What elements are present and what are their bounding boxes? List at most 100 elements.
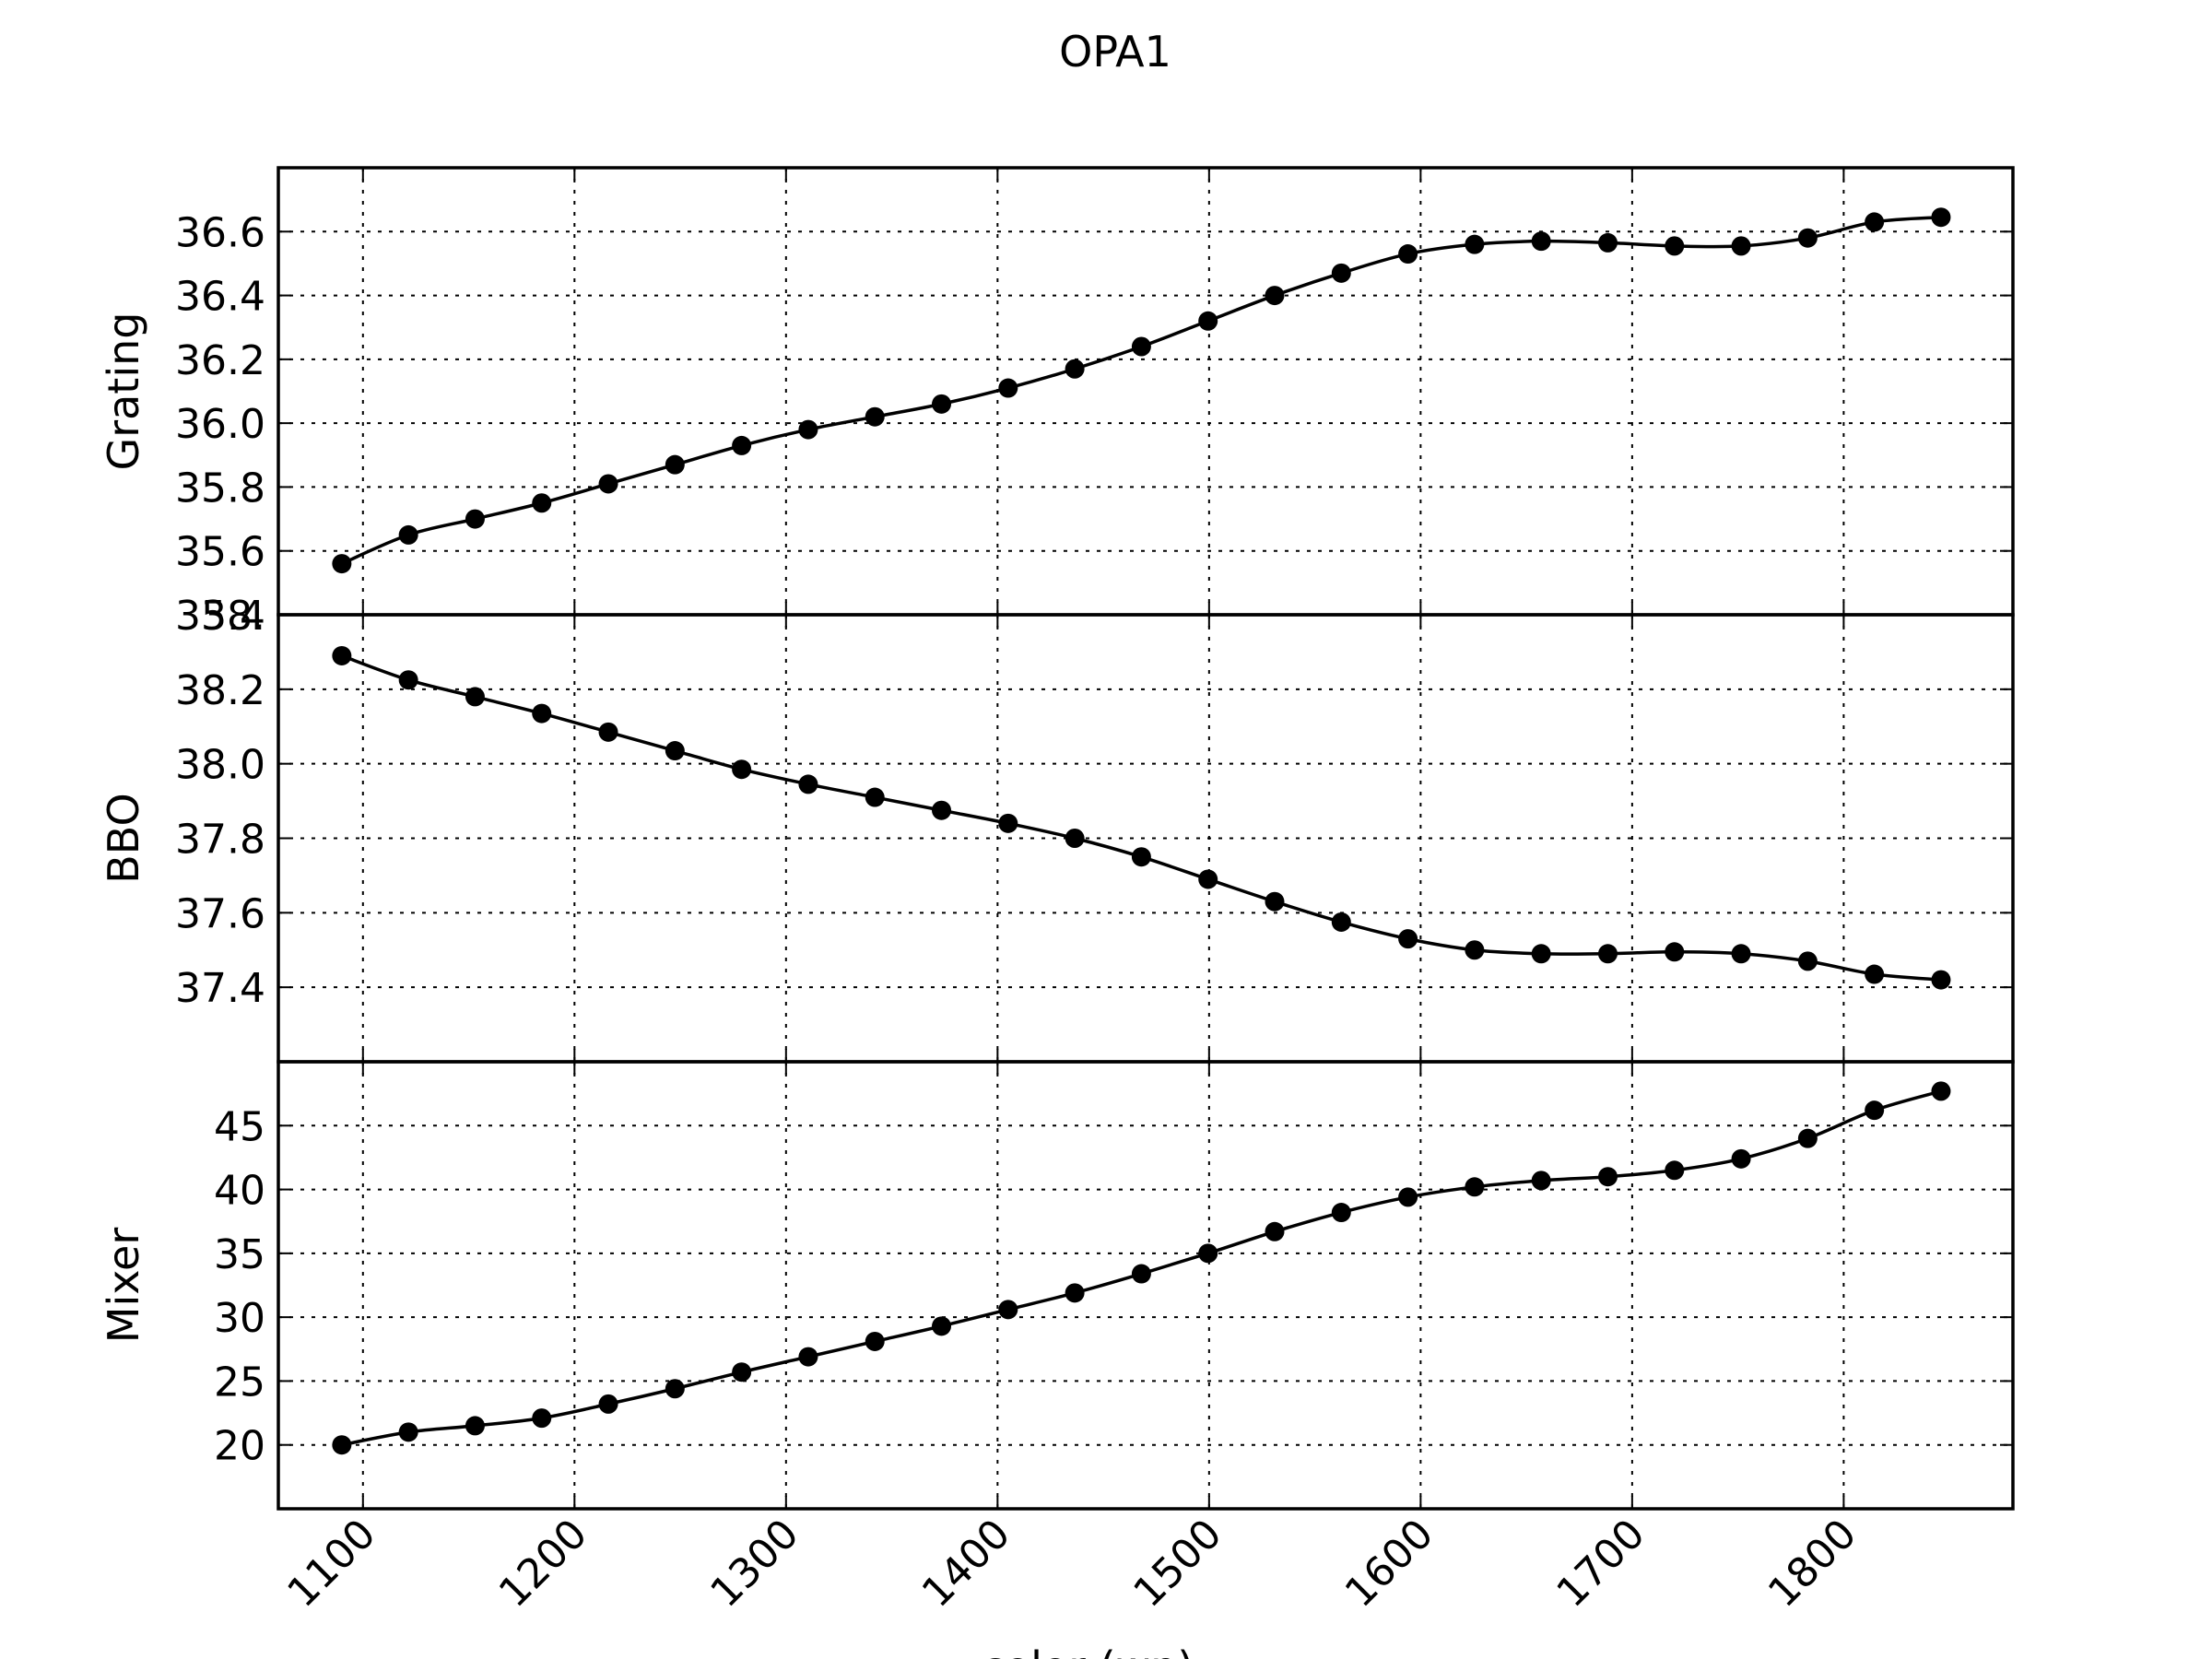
data-point bbox=[1398, 929, 1418, 949]
data-point bbox=[1597, 1167, 1618, 1187]
data-point bbox=[1865, 964, 1885, 984]
data-point bbox=[1665, 1160, 1685, 1181]
data-point bbox=[532, 493, 552, 513]
y-tick-label: 37.8 bbox=[175, 817, 265, 864]
y-tick-label: 20 bbox=[214, 1423, 265, 1470]
data-point bbox=[465, 509, 485, 529]
data-point bbox=[1331, 912, 1351, 932]
data-point bbox=[798, 419, 818, 440]
x-tick-label: 1600 bbox=[1336, 1511, 1442, 1617]
data-point bbox=[1597, 232, 1618, 253]
data-point bbox=[798, 1347, 818, 1367]
y-axis-title: Mixer bbox=[99, 1228, 148, 1344]
data-point bbox=[1198, 1243, 1218, 1264]
x-tick-label: 1400 bbox=[913, 1511, 1019, 1617]
data-point bbox=[932, 800, 952, 820]
data-point bbox=[1865, 212, 1885, 232]
data-point bbox=[398, 670, 418, 690]
data-point bbox=[998, 378, 1018, 398]
data-point bbox=[1665, 236, 1685, 256]
data-point bbox=[798, 774, 818, 794]
data-point bbox=[865, 787, 885, 807]
y-tick-label: 37.6 bbox=[175, 890, 265, 937]
y-tick-label: 35.8 bbox=[175, 465, 265, 512]
data-point bbox=[1797, 1128, 1818, 1148]
data-point bbox=[1731, 236, 1751, 256]
panels: 35.435.635.836.036.236.436.6Grating37.43… bbox=[99, 166, 2015, 1511]
data-point bbox=[1398, 244, 1418, 265]
data-point bbox=[732, 759, 752, 780]
data-point bbox=[1065, 359, 1085, 379]
y-tick-label: 36.0 bbox=[175, 401, 265, 448]
data-point bbox=[1531, 944, 1551, 964]
data-point bbox=[1465, 940, 1485, 960]
data-point bbox=[1265, 1221, 1285, 1241]
data-point bbox=[732, 1362, 752, 1382]
x-tick-label: 1700 bbox=[1547, 1511, 1653, 1617]
series-line bbox=[341, 215, 1942, 566]
data-point bbox=[332, 554, 352, 574]
data-point bbox=[1797, 951, 1818, 971]
data-point bbox=[465, 687, 485, 707]
data-point bbox=[598, 474, 618, 494]
data-point bbox=[865, 406, 885, 427]
data-point bbox=[1465, 1177, 1485, 1197]
data-point bbox=[1131, 1264, 1151, 1284]
data-point bbox=[732, 435, 752, 455]
data-point bbox=[1331, 263, 1351, 283]
data-point bbox=[1065, 1283, 1085, 1303]
data-point bbox=[1531, 231, 1551, 252]
y-tick-label: 38. bbox=[201, 593, 265, 640]
data-point bbox=[1398, 1187, 1418, 1207]
data-point bbox=[1131, 847, 1151, 867]
x-tick-label: 1500 bbox=[1124, 1511, 1230, 1617]
y-tick-label: 36.2 bbox=[175, 337, 265, 384]
y-tick-label: 40 bbox=[214, 1168, 265, 1215]
data-point bbox=[332, 1435, 352, 1455]
data-point bbox=[598, 722, 618, 742]
x-tick-label: 1800 bbox=[1759, 1511, 1865, 1617]
panel-1: 37.4 37.6 37.8 38.0 38.2 38. BBO bbox=[99, 593, 2015, 1064]
x-axis-title: color (wn) bbox=[982, 1642, 1194, 1659]
x-tick-label: 1200 bbox=[490, 1511, 596, 1617]
y-tick-label: 37.4 bbox=[175, 965, 265, 1012]
data-point bbox=[1465, 234, 1485, 254]
panel-2: 20 25 30 35 40 45 Mixer bbox=[99, 1060, 2015, 1511]
y-tick-label: 35 bbox=[214, 1231, 265, 1278]
x-axis: 1100 1200 1300 1400 1500 1600 1700 1800 bbox=[278, 1511, 1865, 1617]
data-point bbox=[1065, 829, 1085, 848]
data-point bbox=[1265, 286, 1285, 306]
data-point bbox=[1931, 207, 1951, 228]
y-tick-label: 36.4 bbox=[175, 274, 265, 321]
data-point bbox=[1198, 311, 1218, 331]
y-tick-label: 35.4 bbox=[175, 593, 265, 640]
data-point bbox=[665, 454, 685, 475]
y-tick-label: 38.2 bbox=[175, 667, 265, 714]
data-point bbox=[932, 1316, 952, 1336]
data-point bbox=[1265, 891, 1285, 912]
series-line bbox=[341, 653, 1942, 982]
data-point bbox=[932, 394, 952, 414]
data-point bbox=[1865, 1100, 1885, 1121]
chart-title: OPA1 bbox=[1059, 27, 1171, 76]
data-point bbox=[1931, 1081, 1951, 1101]
y-tick-label: 38.0 bbox=[175, 742, 265, 789]
panel-frame bbox=[276, 166, 2015, 617]
x-tick-label: 1100 bbox=[278, 1511, 384, 1617]
data-point bbox=[1731, 1148, 1751, 1169]
data-point bbox=[1597, 944, 1618, 964]
panel-0: 35.4 35.6 35.8 36.0 36.2 36.4 36.6 Grating bbox=[99, 166, 2015, 640]
data-point bbox=[1331, 1203, 1351, 1223]
y-tick-label: 30 bbox=[214, 1295, 265, 1342]
data-point bbox=[665, 1379, 685, 1399]
y-tick-label: 25 bbox=[214, 1359, 265, 1406]
data-point bbox=[1931, 970, 1951, 990]
y-tick-label: 45 bbox=[214, 1103, 265, 1150]
data-point bbox=[398, 1422, 418, 1442]
data-point bbox=[1665, 942, 1685, 962]
data-point bbox=[532, 1408, 552, 1429]
data-point bbox=[398, 524, 418, 545]
data-point bbox=[1131, 336, 1151, 357]
data-point bbox=[665, 741, 685, 761]
